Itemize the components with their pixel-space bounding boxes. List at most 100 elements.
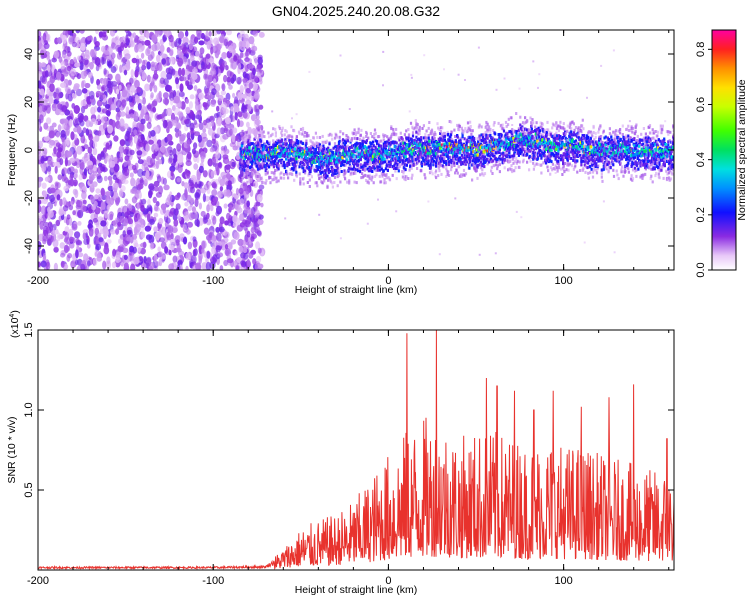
spectrogram-cell	[207, 91, 214, 100]
spectrogram-cell	[137, 103, 142, 111]
spectrogram-cell	[408, 147, 411, 151]
spectrogram-cell	[257, 148, 260, 151]
spectrogram-cell	[193, 142, 198, 150]
spectrogram-cell	[39, 88, 45, 96]
spectrogram-cell	[298, 172, 301, 176]
spectrogram-cell	[126, 84, 131, 90]
spectrogram-cell	[323, 179, 326, 183]
spectrogram-cell	[198, 165, 204, 174]
spectrogram-cell	[419, 155, 422, 159]
spectrogram-cell	[117, 245, 122, 253]
spectrogram-cell	[120, 257, 125, 267]
spectrogram-cell	[440, 172, 443, 176]
spectrogram-cell	[435, 176, 438, 180]
spectrogram-cell	[390, 132, 394, 136]
spectrogram-cell	[138, 35, 145, 42]
spectrogram-cell	[310, 140, 313, 143]
spectrogram-cell	[308, 157, 311, 161]
spectrogram-cell	[274, 144, 277, 147]
spectrogram-cell	[348, 156, 352, 160]
spectrogram-cell	[331, 151, 334, 155]
spectrogram-cell	[436, 142, 439, 145]
spectrogram-cell	[49, 75, 56, 84]
spectrogram-cell	[376, 140, 379, 144]
spectrogram-cell	[317, 152, 320, 155]
spectrogram-cell	[409, 159, 412, 163]
spectrogram-cell	[304, 169, 307, 173]
spectrogram-cell	[99, 151, 106, 160]
spectrogram-cell	[129, 40, 135, 48]
spectrogram-cell	[252, 168, 255, 172]
spectrogram-cell	[149, 242, 154, 250]
spectrogram-cell	[150, 80, 156, 89]
spectrogram-cell	[233, 103, 239, 110]
spectrogram-cell	[312, 165, 315, 169]
spectrogram-cell	[342, 148, 346, 152]
spectrogram-cell	[369, 154, 372, 157]
spectrogram-cell	[134, 179, 139, 186]
spectrogram-cell	[321, 170, 324, 174]
spectrogram-cell	[402, 160, 405, 164]
spectrogram-cell	[189, 122, 195, 131]
spectrogram-cell	[436, 122, 439, 126]
spectrogram-cell	[368, 174, 371, 178]
spectrogram-cell	[322, 144, 325, 148]
spectrogram-cell	[150, 157, 156, 166]
spectrogram-cell	[434, 171, 437, 175]
spectrogram-cell	[311, 144, 314, 148]
spectrogram-cell	[211, 189, 218, 197]
spectrogram-cell	[435, 152, 438, 156]
spectrogram-cell	[146, 61, 151, 70]
spectrogram-cell	[383, 157, 386, 161]
spectrogram-cell	[82, 64, 88, 71]
spectrogram-cell	[266, 146, 269, 150]
spectrogram-cell	[317, 173, 320, 177]
spectrogram-cell	[141, 263, 147, 270]
spectrogram-cell	[368, 145, 371, 149]
spectrogram-cell	[278, 125, 281, 129]
spectrogram-cell	[196, 88, 202, 94]
spectrogram-cell	[297, 159, 300, 163]
spectrogram-cell	[227, 258, 234, 264]
spectrogram-cell	[192, 68, 198, 74]
spectrogram-cell	[89, 139, 94, 148]
spectrogram-cell	[90, 49, 95, 58]
spectrogram-cell	[115, 44, 122, 53]
spectrogram-cell	[187, 241, 193, 250]
spectrogram-cell	[365, 163, 368, 167]
spectrogram-cell	[369, 160, 372, 164]
spectrogram-cell	[430, 154, 433, 158]
spectrogram-cell	[99, 92, 106, 100]
spectrogram-cell	[423, 153, 426, 157]
spectrogram-cell	[295, 135, 298, 139]
spectrogram-cell	[216, 166, 220, 176]
spectrogram-cell	[152, 196, 157, 204]
spectrogram-cell	[403, 166, 406, 170]
spectrogram-cell	[359, 169, 362, 173]
spectrogram-cell	[166, 72, 173, 80]
spectrogram-cell	[55, 87, 62, 94]
spectrogram-cell	[265, 167, 268, 170]
spectrogram-cell	[308, 166, 311, 169]
spectrogram-cell	[386, 158, 389, 162]
spectrogram-cell	[244, 220, 250, 228]
spectrogram-cell	[82, 232, 86, 240]
spectrogram-cell	[336, 171, 339, 175]
spectrogram-cell	[280, 129, 284, 133]
spectrogram-cell	[438, 128, 441, 132]
spectrogram-cell	[346, 161, 349, 164]
spectrogram-cell	[226, 30, 232, 36]
spectrogram-cell	[61, 167, 68, 175]
spectrogram-cell	[266, 162, 269, 166]
spectrogram-cell	[260, 202, 264, 208]
spectrogram-cell	[123, 161, 128, 167]
spectrogram-cell	[53, 246, 59, 253]
spectrogram-cell	[303, 162, 306, 166]
spectrogram-cell	[427, 163, 430, 167]
spectrogram-cell	[358, 153, 361, 157]
spectrogram-cell	[190, 254, 197, 264]
spectrogram-cell	[364, 161, 367, 165]
spectrogram-cell	[156, 64, 163, 72]
spectrogram-cell	[429, 142, 432, 146]
spectrogram-cell	[183, 119, 190, 125]
